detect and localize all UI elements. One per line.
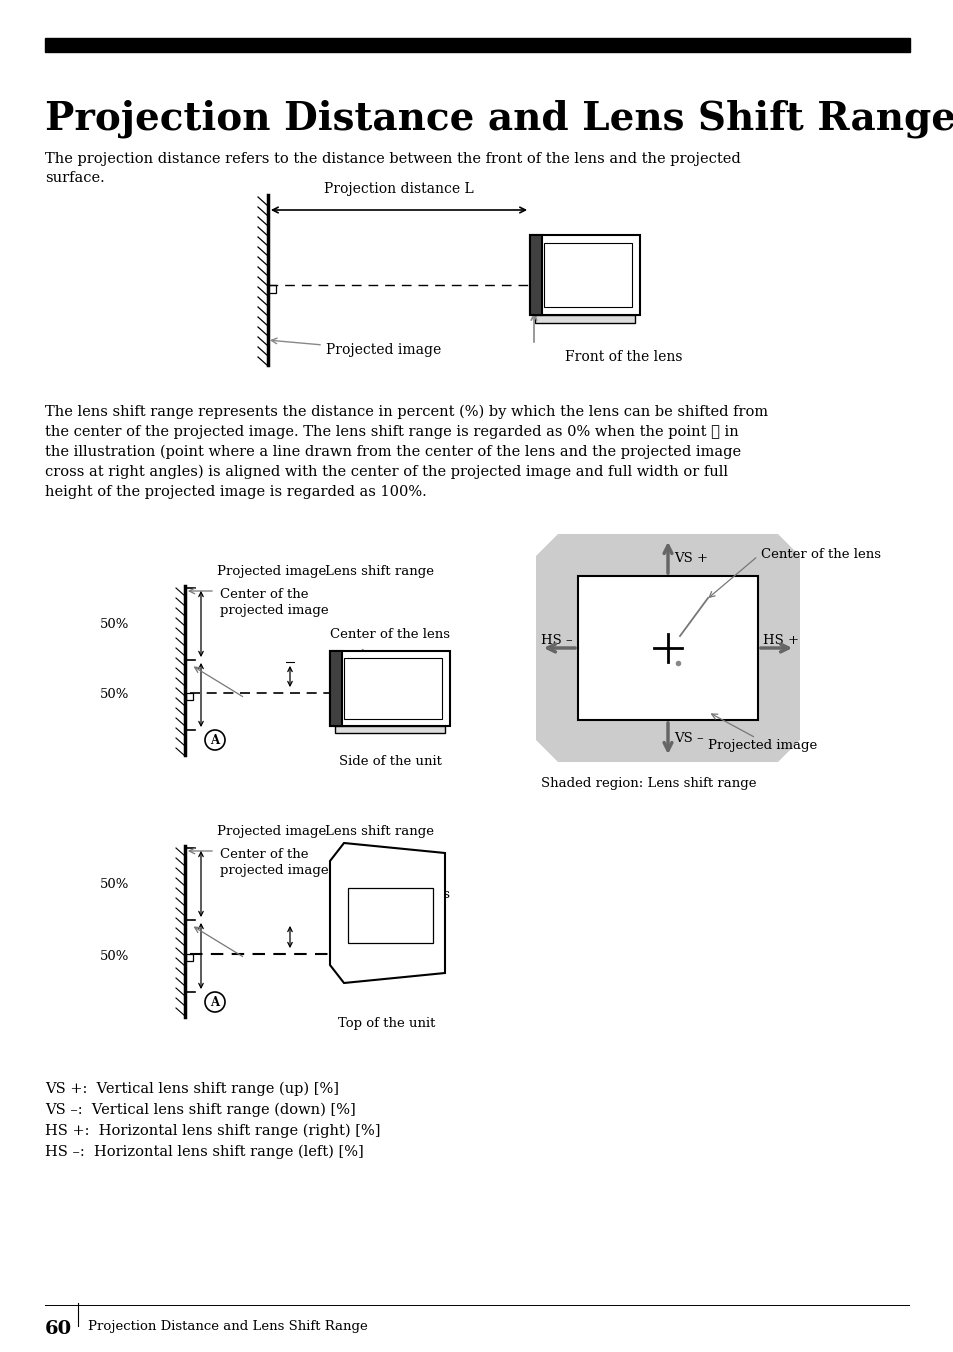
Text: Projection Distance and Lens Shift Range: Projection Distance and Lens Shift Range [45, 100, 953, 138]
Text: Projection distance L: Projection distance L [324, 183, 474, 196]
Bar [530, 235, 639, 315]
Text: 50%: 50% [100, 949, 130, 963]
Text: 50%: 50% [100, 618, 130, 630]
Text: Projected image: Projected image [216, 565, 326, 579]
Bar [335, 726, 444, 733]
Text: ooooo: ooooo [386, 672, 403, 676]
Text: A: A [211, 995, 219, 1009]
Bar [330, 652, 341, 726]
Text: Projected image: Projected image [216, 825, 326, 838]
Bar [186, 694, 193, 700]
Text: Front of the lens: Front of the lens [564, 350, 681, 364]
Text: The lens shift range represents the distance in percent (%) by which the lens ca: The lens shift range represents the dist… [45, 406, 767, 499]
Text: A: A [211, 734, 219, 746]
Bar [530, 235, 541, 315]
Bar [578, 576, 758, 721]
Text: projected image: projected image [220, 604, 328, 617]
Text: Center of the: Center of the [220, 588, 308, 602]
Text: Projection Distance and Lens Shift Range: Projection Distance and Lens Shift Range [88, 1320, 367, 1333]
Polygon shape [536, 534, 800, 763]
Text: projected image: projected image [220, 864, 328, 877]
Bar [45, 38, 909, 51]
Text: Center of the lens: Center of the lens [760, 548, 880, 561]
Text: Shaded region: Lens shift range: Shaded region: Lens shift range [540, 777, 756, 790]
Text: HS –: HS – [540, 634, 573, 646]
Text: 50%: 50% [100, 877, 130, 891]
Bar [186, 955, 193, 961]
Text: 50%: 50% [100, 688, 130, 702]
Text: VS +: VS + [673, 552, 707, 565]
Text: The projection distance refers to the distance between the front of the lens and: The projection distance refers to the di… [45, 151, 740, 185]
Text: Center of the: Center of the [220, 848, 308, 861]
Bar [543, 243, 631, 307]
Text: Projected image: Projected image [326, 343, 441, 357]
Polygon shape [330, 844, 444, 983]
Text: Center of the lens: Center of the lens [330, 627, 450, 641]
Text: Side of the unit: Side of the unit [338, 754, 441, 768]
Text: HS –:  Horizontal lens shift range (left) [%]: HS –: Horizontal lens shift range (left)… [45, 1145, 363, 1160]
Text: HS +: HS + [762, 634, 799, 646]
Text: VS –: VS – [673, 731, 703, 745]
Text: VS +:  Vertical lens shift range (up) [%]: VS +: Vertical lens shift range (up) [%] [45, 1082, 338, 1096]
Text: Center of the lens: Center of the lens [330, 888, 450, 900]
Text: Projected image: Projected image [707, 740, 817, 753]
Text: ooooo: ooooo [575, 253, 594, 257]
Bar [348, 888, 433, 942]
Text: Top of the unit: Top of the unit [338, 1017, 436, 1030]
Bar [535, 315, 635, 323]
Bar [330, 652, 450, 726]
Bar [268, 285, 275, 293]
Bar [344, 658, 441, 719]
Text: Lens shift range: Lens shift range [325, 825, 434, 838]
Text: VS –:  Vertical lens shift range (down) [%]: VS –: Vertical lens shift range (down) [… [45, 1103, 355, 1117]
Text: 60: 60 [45, 1320, 72, 1338]
Text: Lens shift range: Lens shift range [325, 565, 434, 579]
Text: HS +:  Horizontal lens shift range (right) [%]: HS +: Horizontal lens shift range (right… [45, 1124, 380, 1138]
